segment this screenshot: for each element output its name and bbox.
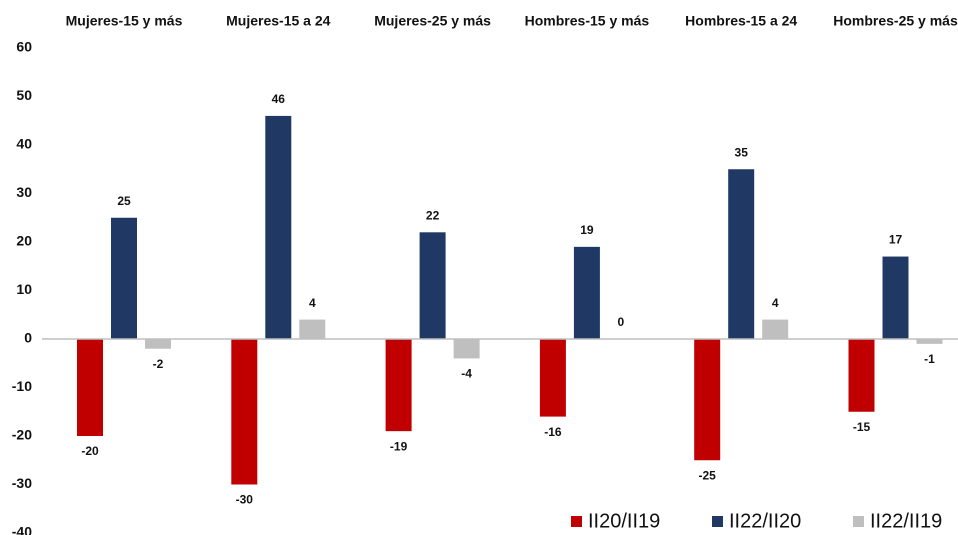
value-label: 4	[772, 296, 779, 310]
bar	[419, 232, 446, 339]
bar	[231, 339, 258, 485]
bar	[77, 339, 103, 436]
y-tick-label: 40	[16, 136, 32, 152]
value-label: 25	[117, 194, 131, 208]
value-label: 17	[889, 233, 903, 247]
legend-label: II22/II19	[870, 510, 942, 532]
value-label: 19	[580, 223, 594, 237]
y-tick-label: 30	[16, 184, 32, 200]
bar	[694, 339, 721, 461]
bar	[916, 339, 943, 344]
bar	[848, 339, 875, 412]
value-label: -2	[153, 357, 164, 371]
value-label: 22	[426, 208, 440, 222]
value-label: -16	[544, 425, 562, 439]
y-tick-label: -20	[12, 427, 32, 443]
legend-swatch	[712, 516, 723, 527]
bar	[145, 339, 171, 349]
legend-label: II22/II20	[729, 510, 801, 532]
bar	[385, 339, 412, 432]
value-label: -19	[390, 439, 408, 453]
value-label: -1	[924, 352, 935, 366]
category-label: Mujeres-25 y más	[374, 13, 491, 29]
value-label: -4	[461, 367, 472, 381]
bar	[539, 339, 566, 417]
legend: II20/II19 II22/II20 II22/II19	[571, 510, 942, 532]
value-label: -25	[699, 468, 717, 482]
bar	[728, 169, 755, 339]
value-label: 4	[309, 296, 316, 310]
value-label: -15	[853, 420, 871, 434]
y-tick-label: -40	[12, 524, 32, 535]
bar	[882, 256, 909, 339]
value-label: -20	[81, 444, 99, 458]
value-label: 35	[735, 145, 749, 159]
bar	[111, 217, 137, 339]
y-tick-label: 60	[16, 39, 32, 55]
category-label: Hombres-15 y más	[525, 13, 650, 29]
bar	[762, 319, 789, 339]
y-tick-label: 20	[16, 233, 32, 249]
category-label: Hombres-25 y más	[833, 13, 958, 29]
bar	[265, 115, 292, 340]
y-tick-label: -30	[12, 475, 32, 491]
bar	[453, 339, 480, 359]
value-label: -30	[236, 493, 254, 507]
category-label: Mujeres-15 a 24	[226, 13, 330, 29]
category-label: Mujeres-15 y más	[66, 13, 183, 29]
legend-swatch	[853, 516, 864, 527]
value-label: 0	[618, 315, 625, 329]
bar	[573, 246, 600, 339]
value-label: 46	[272, 92, 286, 106]
y-tick-label: 0	[24, 330, 32, 346]
category-label: Hombres-15 a 24	[685, 13, 797, 29]
y-tick-label: 50	[16, 87, 32, 103]
legend-label: II20/II19	[588, 510, 660, 532]
y-tick-label: -10	[12, 378, 32, 394]
bar	[299, 319, 326, 339]
legend-swatch	[571, 516, 582, 527]
y-tick-label: 10	[16, 281, 32, 297]
